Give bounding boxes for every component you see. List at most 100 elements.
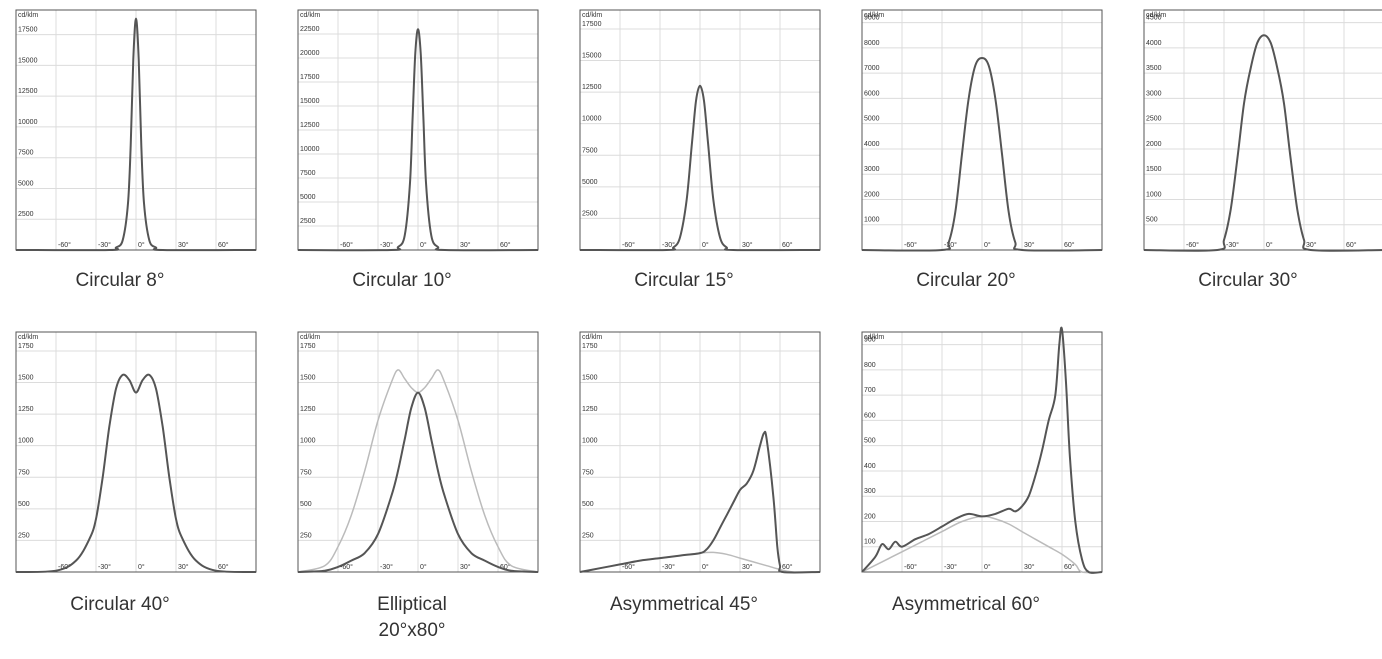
x-tick-label: 60°	[500, 241, 511, 249]
y-tick-label: 750	[582, 469, 594, 476]
chart-svg: 2500 5000 7500 10000 12500 15000 17500 -60° -30°…	[579, 9, 821, 252]
x-tick-label: 30°	[1024, 563, 1035, 571]
y-tick-label: 500	[1146, 217, 1158, 224]
x-tick-label: 60°	[218, 563, 229, 571]
unit-label: cd/klm	[300, 334, 320, 341]
y-tick-label: 1500	[582, 375, 598, 382]
plot-frame	[297, 331, 539, 573]
y-tick-label: 1750	[300, 343, 316, 350]
chart-caption: Circular 30°	[1198, 270, 1298, 291]
x-tick-label: 30°	[742, 241, 753, 249]
y-tick-label: 10000	[582, 116, 602, 123]
x-tick-label: 0°	[420, 563, 427, 571]
y-tick-label: 8000	[864, 40, 880, 47]
y-tick-label: 900	[864, 337, 876, 344]
x-tick-label: -60°	[622, 563, 635, 571]
y-tick-label: 300	[864, 488, 876, 495]
y-tick-label: 1500	[300, 375, 316, 382]
x-tick-label: 0°	[702, 563, 709, 571]
chart-caption: Circular 20°	[916, 270, 1016, 291]
series-line-primary	[579, 84, 821, 252]
y-tick-label: 12500	[582, 84, 602, 91]
y-tick-label: 6000	[864, 90, 880, 97]
x-tick-label: 30°	[460, 241, 471, 249]
x-tick-label: 60°	[1346, 241, 1357, 249]
series-line-secondary	[861, 515, 1103, 574]
y-tick-label: 1000	[864, 217, 880, 224]
y-tick-label: 1250	[18, 406, 34, 413]
y-tick-label: 1000	[18, 438, 34, 445]
y-tick-label: 5000	[582, 179, 598, 186]
series-line-primary	[15, 373, 257, 574]
y-tick-label: 500	[582, 501, 594, 508]
x-tick-label: -30°	[944, 241, 957, 249]
y-tick-label: 250	[300, 532, 312, 539]
y-tick-label: 7500	[582, 147, 598, 154]
plot-frame	[297, 9, 539, 251]
y-tick-label: 1000	[300, 438, 316, 445]
y-tick-label: 15000	[582, 53, 602, 60]
x-tick-label: 30°	[460, 563, 471, 571]
x-tick-label: -30°	[1226, 241, 1239, 249]
x-tick-label: -60°	[1186, 241, 1199, 249]
y-tick-label: 250	[18, 532, 30, 539]
y-tick-label: 4000	[864, 141, 880, 148]
chart-svg: 250 500 750 1000 1250 1500 1750 -60° -30° 0° 30° 60…	[15, 331, 257, 574]
x-tick-label: 60°	[1064, 241, 1075, 249]
x-tick-label: -30°	[380, 563, 393, 571]
series-line-primary	[1143, 34, 1382, 252]
y-tick-label: 5000	[864, 116, 880, 123]
x-tick-label: 30°	[1306, 241, 1317, 249]
y-tick-label: 7500	[300, 170, 316, 177]
chart-panel-asymmetrical-45: 250 500 750 1000 1250 1500 1750 -60° -30° 0° 30° 60…	[564, 322, 824, 652]
y-tick-label: 500	[864, 438, 876, 445]
x-tick-label: -30°	[380, 241, 393, 249]
y-tick-label: 600	[864, 412, 876, 419]
y-tick-label: 15000	[18, 57, 38, 64]
y-tick-label: 7000	[864, 65, 880, 72]
x-tick-label: 60°	[218, 241, 229, 249]
chart-svg: 500 1000 1500 2000 2500 3000 3500 4000 4500 -60° -…	[1143, 9, 1382, 252]
chart-panel-circular-20: 1000 2000 3000 4000 5000 6000 7000 8000 9000 -60°…	[846, 0, 1106, 300]
y-tick-label: 750	[18, 469, 30, 476]
chart-panel-circular-8: 2500 5000 7500 10000 12500 15000 17500 -60° -30°…	[0, 0, 260, 300]
y-tick-label: 7500	[18, 150, 34, 157]
x-tick-label: -60°	[58, 241, 71, 249]
unit-label: cd/klm	[864, 12, 884, 19]
y-tick-label: 1000	[582, 438, 598, 445]
plot-frame	[1143, 9, 1382, 251]
y-tick-label: 1250	[582, 406, 598, 413]
y-tick-label: 1000	[1146, 191, 1162, 198]
chart-svg: 2500 5000 7500 10000 12500 15000 17500 20000 225…	[297, 9, 539, 252]
y-tick-label: 1500	[1146, 166, 1162, 173]
x-tick-label: -60°	[904, 241, 917, 249]
chart-caption: Circular 15°	[634, 270, 734, 291]
y-tick-label: 2500	[582, 210, 598, 217]
y-tick-label: 400	[864, 463, 876, 470]
plot-frame	[15, 331, 257, 573]
chart-caption: Circular 10°	[352, 270, 452, 291]
y-tick-label: 17500	[582, 21, 602, 28]
x-tick-label: 30°	[178, 241, 189, 249]
chart-panel-circular-40: 250 500 750 1000 1250 1500 1750 -60° -30° 0° 30° 60…	[0, 322, 260, 652]
series-line-primary	[579, 430, 821, 574]
x-tick-label: 60°	[782, 563, 793, 571]
x-tick-label: -60°	[340, 563, 353, 571]
unit-label: cd/klm	[1146, 12, 1166, 19]
x-tick-label: -30°	[98, 563, 111, 571]
series-line-primary	[861, 326, 1103, 574]
chart-panel-circular-15: 2500 5000 7500 10000 12500 15000 17500 -60° -30°…	[564, 0, 824, 300]
chart-caption: Circular 40°	[70, 594, 170, 615]
y-tick-label: 2500	[300, 218, 316, 225]
chart-svg: 250 500 750 1000 1250 1500 1750 -60° -30° 0° 30° 60…	[579, 331, 821, 574]
y-tick-label: 12500	[18, 88, 38, 95]
y-tick-label: 3000	[864, 166, 880, 173]
plot-frame	[861, 331, 1103, 573]
x-tick-label: 60°	[1064, 563, 1075, 571]
y-tick-label: 1500	[18, 375, 34, 382]
chart-caption: Asymmetrical 60°	[891, 594, 1041, 615]
chart-panel-circular-10: 2500 5000 7500 10000 12500 15000 17500 20000 225…	[282, 0, 542, 300]
plot-frame	[861, 9, 1103, 251]
x-tick-label: 0°	[984, 563, 991, 571]
y-tick-label: 22500	[300, 26, 320, 33]
